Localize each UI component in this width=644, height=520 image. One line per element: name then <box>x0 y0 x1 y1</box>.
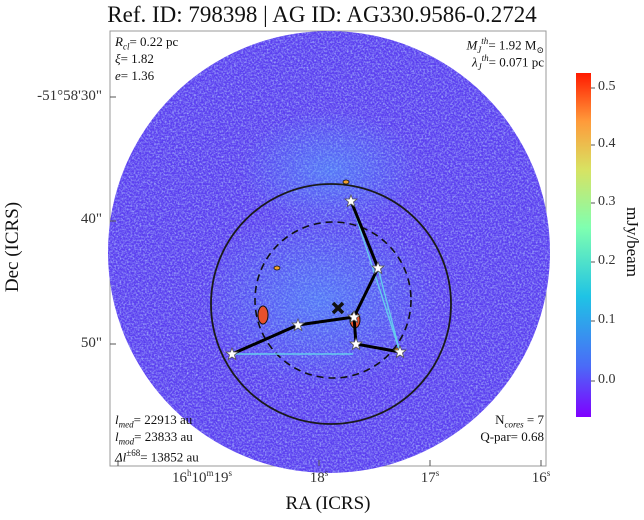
y-tick-label: 40" <box>80 211 102 227</box>
core-stars <box>224 193 408 361</box>
centroid-x-marker <box>331 301 345 315</box>
dashed-circle <box>254 221 412 379</box>
core-star-4 <box>348 336 364 351</box>
core-star-7 <box>224 346 240 361</box>
colorbar-tick-label: 0.5 <box>598 79 616 94</box>
colorbar-tick-label: 0.2 <box>598 253 616 268</box>
colorbar-tick-label: 0.3 <box>598 194 616 209</box>
x-tick-label: 16h10m19s <box>171 468 233 486</box>
annotation-jeans-length: λJth= 0.071 pc <box>471 53 544 72</box>
colorbar-ticks <box>591 87 595 382</box>
colorbar-tick-label: 0.4 <box>598 136 616 151</box>
colorbar-tick-label: 0.0 <box>598 372 616 387</box>
x-tick-label: 18s <box>309 468 329 486</box>
colorbar-label: mJy/beam <box>623 207 642 277</box>
cluster-radius-circle <box>210 183 452 425</box>
emission-map <box>108 31 550 473</box>
annotation-e: e= 1.36 <box>115 68 155 83</box>
annotation-jeans-mass: MJth= 1.92 M⊙ <box>466 36 544 55</box>
annotation-xi: ξ= 1.82 <box>115 51 154 66</box>
annotation-cluster-radius: Rcl= 0.22 pc <box>115 34 179 52</box>
y-tick-label: 50" <box>80 335 102 351</box>
core-star-1 <box>343 193 359 208</box>
annotation-l-mod: lmod= 23833 au <box>115 429 193 447</box>
y-tick-label: -51°58'30" <box>37 88 102 104</box>
x-tick-label: 16s <box>531 468 551 486</box>
core-star-3 <box>346 309 362 324</box>
core-star-6 <box>290 317 306 332</box>
x-tick-label: 17s <box>420 468 440 486</box>
colorbar-tick-label: 0.1 <box>598 312 616 327</box>
annotation-delta-l: Δl±68= 13852 au <box>115 448 199 465</box>
annotation-ncores: Ncores = 7 <box>495 412 544 430</box>
annotation-l-med: lmed= 22913 au <box>115 412 193 430</box>
core-star-5 <box>392 344 408 359</box>
y-axis-label: Dec (ICRS) <box>2 201 23 293</box>
axis-ticks <box>110 96 542 466</box>
colorbar <box>576 73 591 417</box>
x-axis-label: RA (ICRS) <box>285 493 371 514</box>
annotation-q-par: Q-par= 0.68 <box>480 429 544 444</box>
core-star-2 <box>370 260 386 275</box>
figure-title: Ref. ID: 798398 | AG ID: AG330.9586-0.27… <box>107 2 537 27</box>
